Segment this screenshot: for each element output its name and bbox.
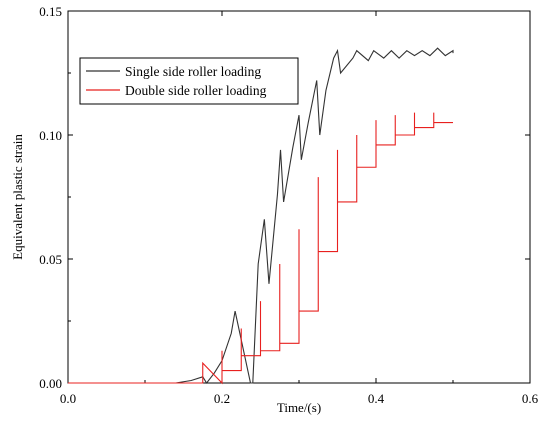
x-tick-label: 0.2: [214, 391, 230, 406]
axis-tick-labels: 0.0 0.2 0.4 0.6 0.00 0.05 0.10 0.15: [39, 4, 538, 406]
legend-box: [79, 57, 299, 105]
x-tick-label: 0.6: [522, 391, 539, 406]
y-tick-label: 0.05: [39, 252, 62, 267]
x-tick-label: 0.0: [60, 391, 76, 406]
legend-label-double: Double side roller loading: [125, 83, 267, 98]
series-line-single-side: [68, 47, 454, 384]
series-layer: [68, 47, 454, 385]
legend-label-single: Single side roller loading: [125, 64, 261, 79]
y-axis-title: Equivalent plastic strain: [10, 134, 25, 260]
series-line-double-side: [68, 112, 453, 385]
y-tick-label: 0.15: [39, 4, 62, 19]
x-axis-title: Time/(s): [277, 400, 321, 415]
y-tick-label: 0.00: [39, 376, 62, 391]
legend: Single side roller loading Double side r…: [79, 57, 299, 105]
y-tick-label: 0.10: [39, 128, 62, 143]
x-tick-label: 0.4: [368, 391, 385, 406]
